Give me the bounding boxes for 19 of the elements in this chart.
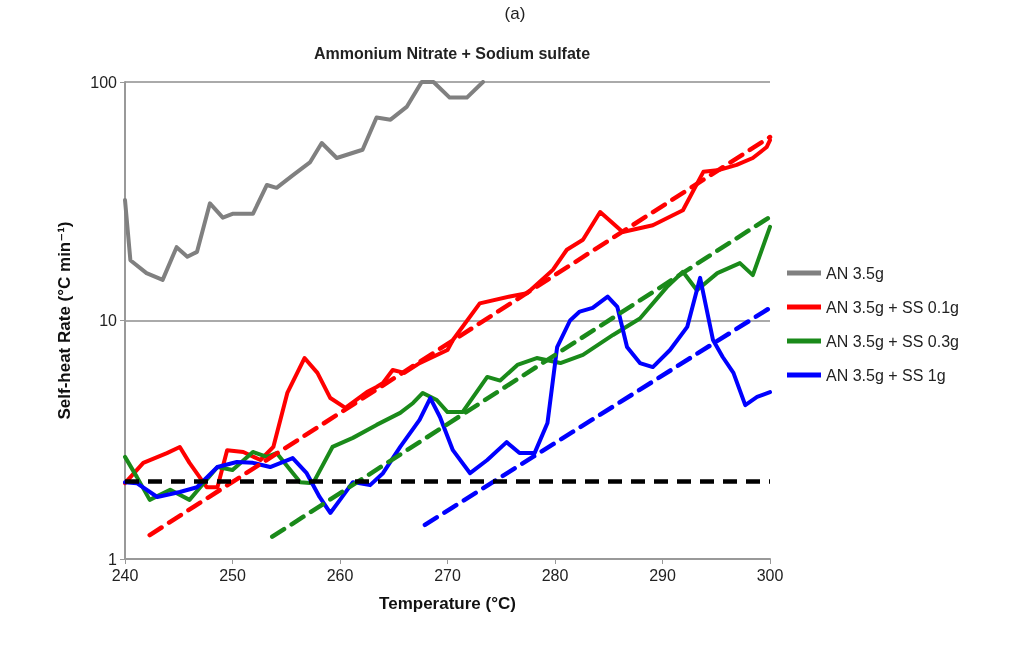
x-tick-label: 270 <box>434 566 461 584</box>
x-tick-label: 280 <box>541 566 569 584</box>
y-tick-label: 100 <box>90 73 118 91</box>
legend-label: AN 3.5g <box>826 264 884 282</box>
line-series <box>123 80 485 282</box>
x-axis-title: Temperature (°C) <box>379 594 516 613</box>
y-axis-title: Self-heat Rate (°C min⁻¹) <box>55 221 74 420</box>
x-tick-label: 290 <box>649 566 676 584</box>
legend-label: AN 3.5g + SS 0.3g <box>826 332 959 350</box>
text: (a) <box>504 4 526 23</box>
x-tick-label: 300 <box>756 566 784 584</box>
chart-title: Ammonium Nitrate + Sodium sulfate <box>313 44 591 62</box>
x-tick-label: 250 <box>219 566 246 584</box>
x-tick-label: 260 <box>326 566 354 584</box>
y-tick-label: 10 <box>99 312 118 329</box>
y-tick-label: 1 <box>108 550 118 568</box>
x-tick-label: 240 <box>111 566 139 584</box>
legend-label: AN 3.5g + SS 1g <box>826 366 946 384</box>
legend-label: AN 3.5g + SS 0.1g <box>826 298 959 316</box>
